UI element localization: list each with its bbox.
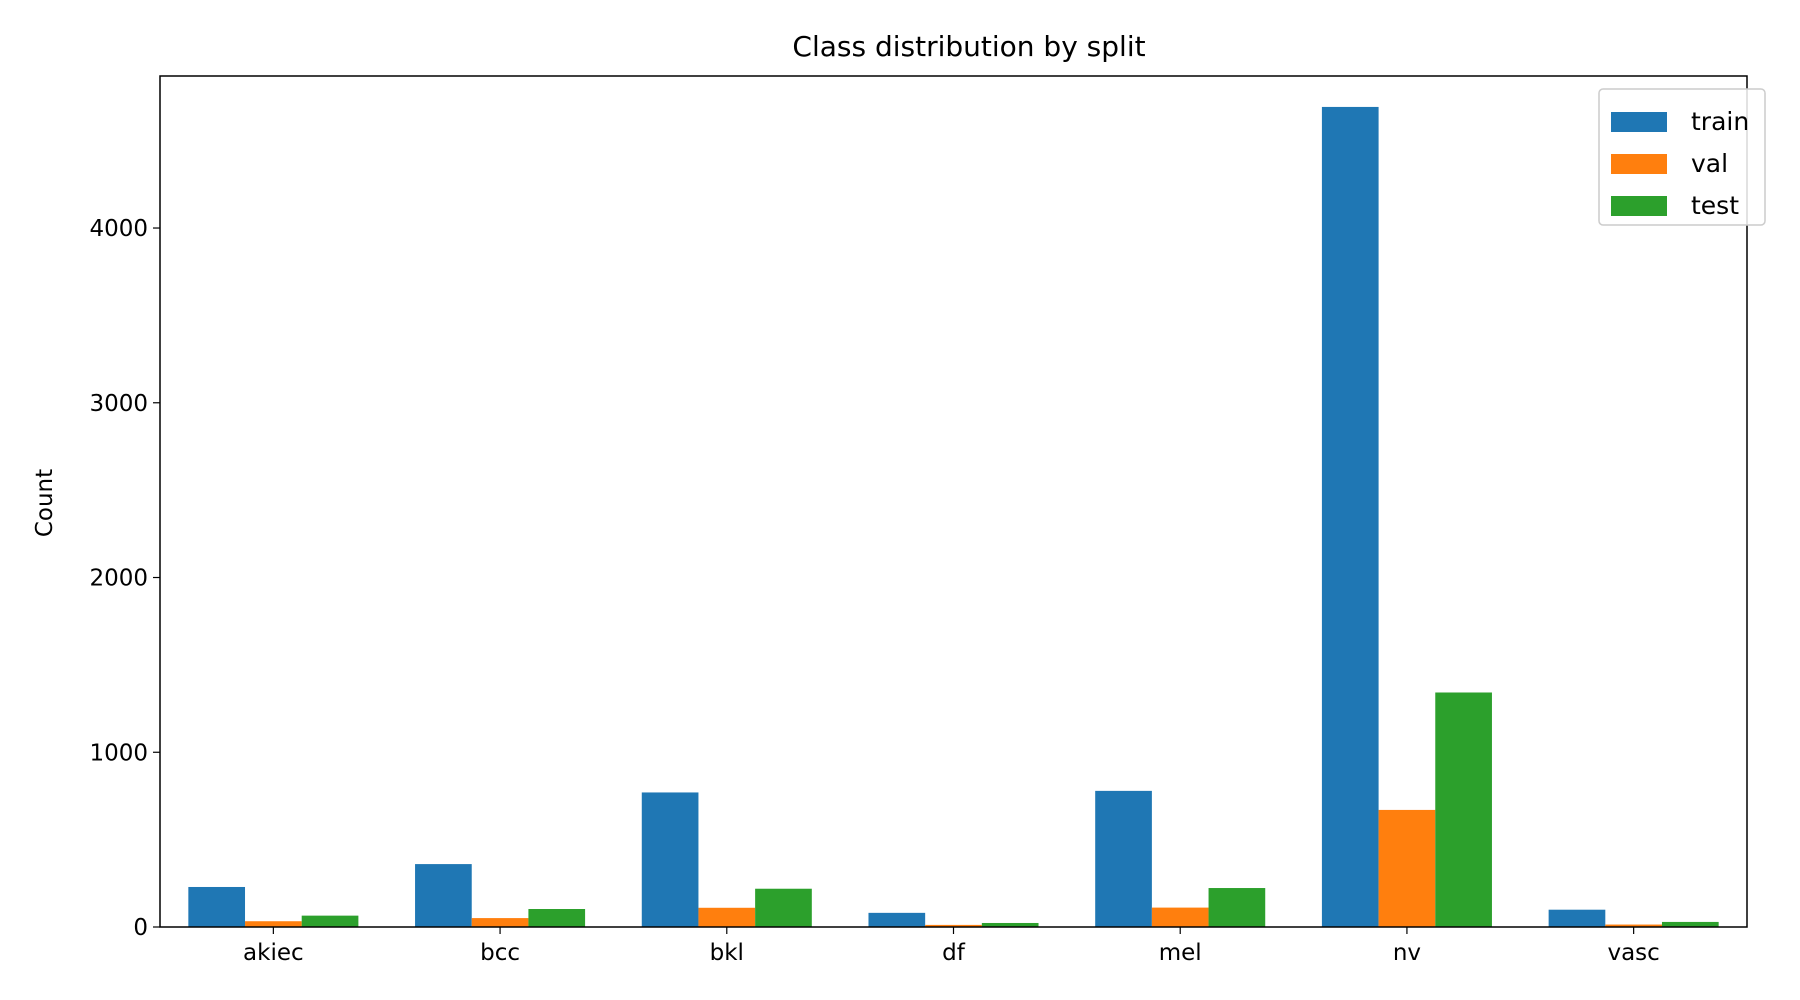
legend-label-val: val: [1691, 149, 1728, 178]
bar-test-bkl: [755, 888, 812, 927]
bar-train-mel: [1095, 790, 1152, 927]
bars-group: [188, 106, 1719, 928]
legend-swatch-train: [1611, 112, 1667, 132]
x-axis-ticks: akiec bcc bkl df mel nv vasc: [243, 927, 1660, 966]
bar-train-nv: [1321, 106, 1379, 928]
bar-test-akiec: [301, 915, 359, 927]
bar-val-bcc: [471, 918, 529, 927]
x-tick-label: bcc: [480, 940, 520, 966]
x-tick-label: df: [942, 940, 966, 966]
y-axis-ticks: 0 1000 2000 3000 4000: [89, 216, 160, 941]
bar-val-mel: [1151, 907, 1209, 927]
x-tick-label: nv: [1393, 940, 1421, 966]
bar-train-bcc: [415, 864, 472, 927]
plot-frame: [159, 75, 1748, 928]
bar-val-df: [925, 924, 982, 927]
y-tick-label: 2000: [89, 566, 148, 592]
bar-test-nv: [1435, 692, 1492, 927]
legend: train val test: [1598, 88, 1766, 226]
legend-label-train: train: [1691, 107, 1749, 136]
x-tick-label: akiec: [243, 940, 304, 966]
bar-test-bcc: [528, 909, 586, 927]
bar-val-vasc: [1605, 924, 1662, 927]
y-tick-label: 0: [133, 915, 148, 941]
bar-test-mel: [1208, 888, 1266, 927]
y-axis-label: Count: [32, 469, 58, 537]
bar-train-df: [868, 912, 926, 927]
y-tick-label: 3000: [89, 391, 148, 417]
bar-train-bkl: [641, 792, 699, 927]
x-tick-label: bkl: [710, 940, 744, 966]
bar-test-vasc: [1661, 921, 1719, 927]
x-tick-label: mel: [1159, 940, 1202, 966]
x-tick-label: vasc: [1607, 940, 1659, 966]
chart-title: Class distribution by split: [792, 30, 1145, 63]
legend-label-test: test: [1691, 191, 1739, 220]
bar-test-df: [981, 922, 1039, 927]
bar-val-bkl: [698, 907, 756, 927]
y-tick-label: 1000: [89, 740, 148, 766]
legend-swatch-test: [1611, 196, 1667, 216]
bar-val-akiec: [245, 921, 302, 927]
bar-val-nv: [1378, 809, 1436, 927]
bar-train-vasc: [1548, 909, 1606, 927]
legend-swatch-val: [1611, 154, 1667, 174]
bar-train-akiec: [188, 886, 246, 927]
y-tick-label: 4000: [89, 216, 148, 242]
